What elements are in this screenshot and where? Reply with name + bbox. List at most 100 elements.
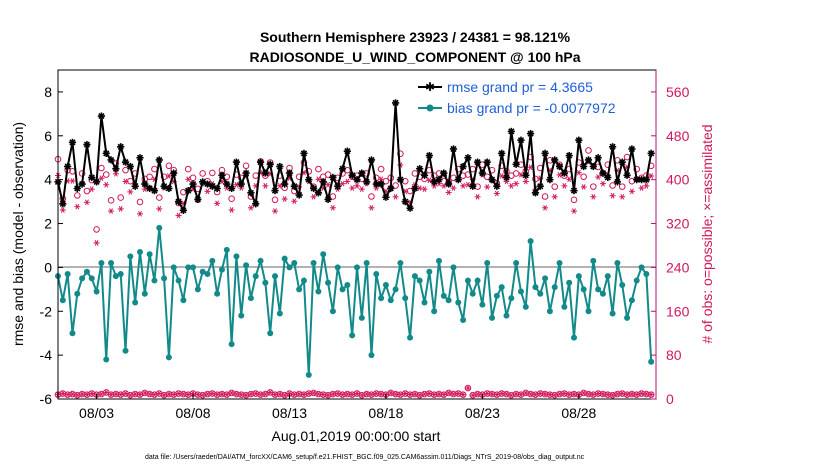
star-stroke xyxy=(620,193,625,200)
bias-point xyxy=(218,266,225,273)
rmse-point xyxy=(416,165,424,173)
asterisk-stroke xyxy=(633,176,640,183)
star-stroke xyxy=(437,180,441,187)
star-stroke xyxy=(417,185,422,191)
star-stroke xyxy=(644,391,649,397)
asterisk-stroke xyxy=(445,180,452,188)
chart-subtitle: RADIOSONDE_U_WIND_COMPONENT @ 100 hPa xyxy=(249,49,580,65)
star-stroke xyxy=(215,391,220,398)
x-tick-label: 08/03 xyxy=(79,405,114,421)
asterisk-stroke xyxy=(74,185,81,192)
obs-possible-point xyxy=(199,170,206,177)
star-stroke xyxy=(625,391,629,398)
obs-assimilated-point xyxy=(566,176,573,183)
rmse-point xyxy=(174,198,183,206)
asterisk-stroke xyxy=(464,154,472,161)
bias-point xyxy=(204,270,211,277)
bias-point xyxy=(619,281,626,288)
star-stroke xyxy=(345,391,350,397)
bias-point xyxy=(112,273,119,280)
star-stroke xyxy=(567,176,572,183)
rmse-point xyxy=(97,112,106,120)
bias-point xyxy=(416,277,423,284)
asterisk-stroke xyxy=(566,152,573,159)
asterisk-stroke xyxy=(228,185,235,192)
star-stroke xyxy=(586,391,591,397)
asterisk-stroke xyxy=(455,176,462,183)
star-stroke xyxy=(543,204,548,211)
asterisk-stroke xyxy=(296,191,303,199)
star-stroke xyxy=(80,391,85,397)
star-stroke xyxy=(379,176,384,183)
star-stroke xyxy=(65,178,70,184)
left-tick-label: -4 xyxy=(40,347,53,363)
obs-possible-point xyxy=(102,171,110,178)
rmse-point xyxy=(575,136,583,144)
asterisk-stroke xyxy=(189,180,197,188)
obs-possible-point xyxy=(117,194,124,201)
asterisk-stroke xyxy=(233,159,240,166)
rmse-point xyxy=(252,200,260,208)
bias-point xyxy=(440,292,447,299)
obs-assimilated-point xyxy=(88,186,95,192)
plot-area xyxy=(58,70,656,399)
asterisk-stroke xyxy=(146,185,153,192)
asterisk-stroke xyxy=(387,185,394,192)
bias-point xyxy=(315,288,322,295)
bias-point xyxy=(445,297,452,304)
rmse-point xyxy=(324,195,332,204)
obs-possible-point xyxy=(397,150,404,158)
star-stroke xyxy=(369,391,374,398)
left-tick-label: 6 xyxy=(44,128,52,144)
bias-point xyxy=(74,290,81,297)
bias-point xyxy=(493,292,500,299)
bias-point xyxy=(146,251,153,258)
rmse-point xyxy=(64,162,72,171)
asterisk-stroke xyxy=(324,196,332,203)
star-stroke xyxy=(437,391,441,397)
bias-point xyxy=(305,371,312,378)
star-stroke xyxy=(523,390,528,396)
bias-point xyxy=(300,277,307,284)
bias-point xyxy=(479,301,486,308)
legend-bias-label: bias grand pr = -0.0077972 xyxy=(447,100,616,116)
star-stroke xyxy=(393,391,398,397)
asterisk-stroke xyxy=(484,159,491,166)
star-stroke xyxy=(490,391,494,397)
star-stroke xyxy=(639,390,644,397)
bias-point xyxy=(363,260,370,267)
rmse-point xyxy=(150,187,159,195)
star-stroke xyxy=(567,391,572,398)
bias-point xyxy=(537,290,544,297)
right-tick-label: 560 xyxy=(666,84,690,100)
star-stroke xyxy=(601,180,605,187)
obs-assimilated-point xyxy=(513,180,520,187)
obs-assimilated-low-point xyxy=(267,389,274,396)
rmse-point xyxy=(522,171,530,179)
asterisk-stroke xyxy=(214,185,221,192)
star-stroke xyxy=(345,178,350,185)
rmse-point xyxy=(449,145,458,153)
obs-assimilated-point xyxy=(575,169,582,176)
asterisk-stroke xyxy=(546,176,554,183)
asterisk-stroke xyxy=(136,154,144,161)
asterisk-stroke xyxy=(122,159,129,166)
asterisk-stroke xyxy=(334,183,341,190)
asterisk-stroke xyxy=(609,143,616,150)
star-stroke xyxy=(543,391,548,397)
obs-assimilated-point xyxy=(238,185,245,191)
bias-point xyxy=(185,264,192,271)
bias-point xyxy=(450,264,457,271)
rmse-point xyxy=(570,187,578,195)
star-stroke xyxy=(432,183,437,189)
star-stroke xyxy=(181,200,186,207)
asterisk-stroke xyxy=(575,137,582,144)
star-stroke xyxy=(499,390,504,397)
star-stroke xyxy=(205,391,210,397)
obs-possible-point xyxy=(136,198,144,206)
asterisk-stroke xyxy=(252,200,259,207)
bias-point xyxy=(296,286,303,293)
obs-assimilated-point xyxy=(551,193,558,200)
rmse-point xyxy=(300,149,308,157)
rmse-point xyxy=(276,162,284,171)
